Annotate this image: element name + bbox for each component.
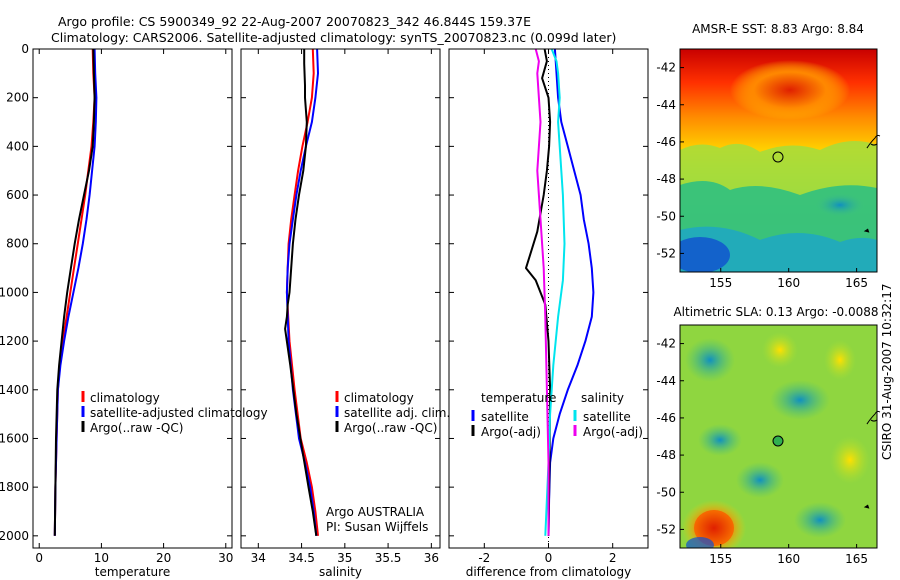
salinity-plot-frame [240,48,441,549]
sst-map-panel: AMSR-E SST: 8.83 Argo: 8.84 155 160 165 -42… [656,22,881,290]
depth-tick-label: 400 [6,139,29,153]
sst_map-xtick-label: 160 [777,276,800,290]
sla-map-field [680,325,877,548]
series-line-argo-raw-qc- [284,49,318,536]
sst_map-ytick-label: -52 [656,246,676,260]
coastline-icon [866,134,881,149]
salinity-xtick-label: 34 [251,551,266,565]
depth-tick-label: 1000 [0,285,29,299]
series-line-climatology [285,48,319,536]
sst-profile-marker [772,151,784,163]
series-line-salinity-argo-adj- [534,48,550,536]
temperature-legend-label: Argo(..raw -QC) [90,421,183,435]
depth-tick-label: 600 [6,188,29,202]
sla_map-xtick-label: 160 [777,552,800,566]
sla_map-xtick-label: 155 [709,552,732,566]
series-line-temperature-argo-adj- [525,48,552,536]
salinity-xtick-label: 34.5 [288,551,315,565]
difference-xtick-label: 0 [545,551,553,565]
sla_map-ytick-label: -52 [656,522,676,536]
temperature-legend-label: climatology [90,391,160,405]
salinity-panel: 34 34.5 35 35.5 36 salinity climatologysatelli… [240,48,450,579]
depth-tick-label: 200 [6,91,29,105]
difference-xtick-label: 2 [609,551,617,565]
sst_map-ytick-label: -46 [656,135,676,149]
difference-plot-frame [448,48,649,549]
salinity-xtick-label: 36 [424,551,439,565]
depth-tick-label: 1200 [0,334,29,348]
series-line-satellite-adj-clim- [285,48,319,536]
temperature-panel: 0 10 20 30 temperature 0 200 400 600 800 1000 1200 1… [0,42,268,579]
salinity-xtick-label: 35.5 [375,551,402,565]
temperature-xlabel: temperature [95,565,170,579]
salinity-legend-label: satellite adj. clim. [344,406,450,420]
coastline-icon [866,410,881,425]
sla-profile-marker [772,435,784,447]
sla_map-ytick-label: -46 [656,411,676,425]
island-icon [863,228,870,233]
diff-legend-label: satellite [583,410,631,424]
sla-map-panel: Altimetric SLA: 0.13 Argo: -0.0088 155 16… [656,305,881,566]
salinity-xlabel: salinity [319,565,362,579]
sst-map-title: AMSR-E SST: 8.83 Argo: 8.84 [692,22,864,36]
salinity-xtick-label: 35 [337,551,352,565]
temperature-xtick-label: 0 [35,551,43,565]
series-line-satellite-adjusted-climatology [53,48,98,536]
difference-xtick-label: -2 [478,551,490,565]
side-stamp: CSIRO 31-Aug-2007 10:32:17 [880,284,894,460]
sst_map-ytick-label: -44 [656,98,676,112]
figure-title-line1: Argo profile: CS 5900349_92 22-Aug-2007 … [58,14,531,29]
sst_map-xtick-label: 155 [709,276,732,290]
sst_map-xtick-label: 165 [845,276,868,290]
sla_map-ytick-label: -50 [656,485,676,499]
temperature-xtick-label: 10 [94,551,109,565]
sst_map-ytick-label: -48 [656,172,676,186]
salinity-legend-label: Argo(..raw -QC) [344,421,437,435]
series-line-salinity-satellite [544,48,566,536]
sst_map-ytick-label: -42 [656,61,676,75]
series-line-climatology [53,48,96,536]
sla_map-xtick-label: 165 [845,552,868,566]
float-program-annotation: Argo AUSTRALIA [326,505,425,519]
sst-map-field [680,49,877,272]
depth-tick-label: 1400 [0,383,29,397]
temperature-xtick-label: 30 [218,551,233,565]
depth-tick-label: 2000 [0,529,29,543]
series-line-temperature-satellite [547,48,595,536]
temperature-xtick-label: 20 [156,551,171,565]
sla-map-title: Altimetric SLA: 0.13 Argo: -0.0088 [673,305,878,319]
difference-xlabel: difference from climatology [466,565,632,579]
sla_map-ytick-label: -44 [656,374,676,388]
float-program-annotation: PI: Susan Wijffels [326,520,428,534]
diff-legend-salinity-heading: salinity [581,391,624,405]
diff-legend-temperature-heading: temperature [481,391,556,405]
sla_map-ytick-label: -42 [656,337,676,351]
sst_map-ytick-label: -50 [656,209,676,223]
island-icon [863,504,870,509]
depth-tick-label: 1600 [0,431,29,445]
sla_map-ytick-label: -48 [656,448,676,462]
diff-legend-label: Argo(-adj) [481,425,541,439]
figure-title-line2: Climatology: CARS2006. Satellite-adjuste… [51,30,616,45]
depth-tick-label: 1800 [0,480,29,494]
depth-tick-label: 800 [6,237,29,251]
diff-legend-label: Argo(-adj) [583,425,643,439]
depth-tick-label: 0 [21,42,29,56]
salinity-legend-label: climatology [344,391,414,405]
temperature-legend-label: satellite-adjusted climatology [90,406,268,420]
diff-legend-label: satellite [481,410,529,424]
temperature-plot-frame [32,48,233,549]
series-line-argo-raw-qc- [53,48,96,536]
